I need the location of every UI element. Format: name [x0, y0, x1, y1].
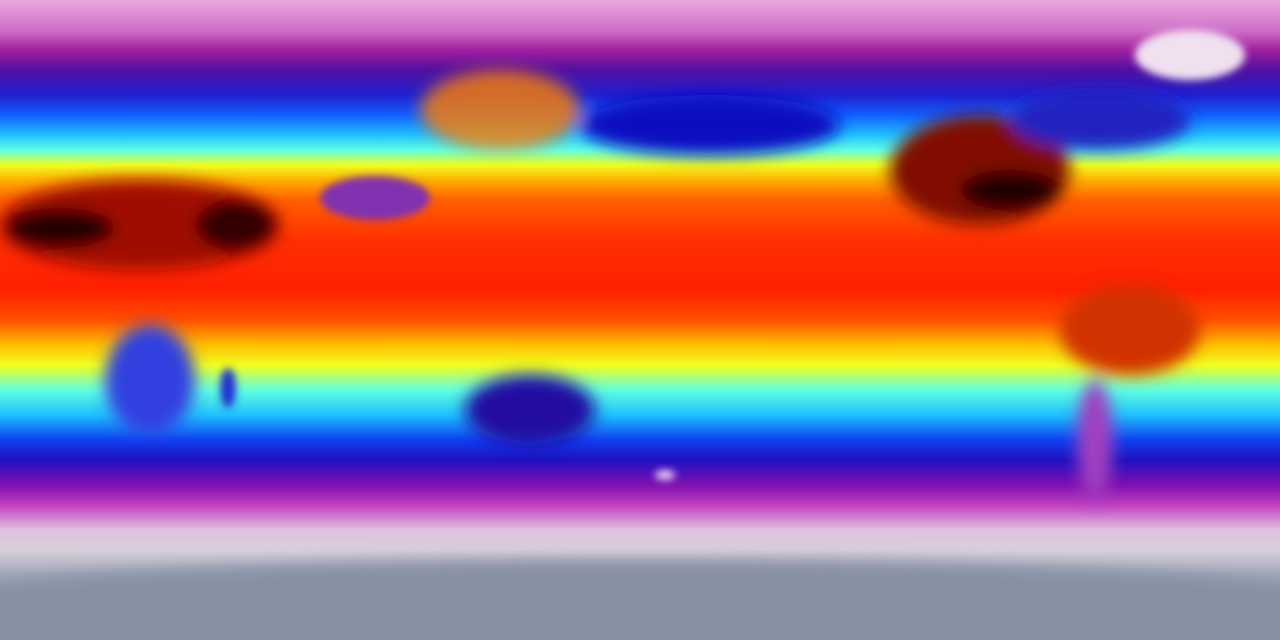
north-atlantic-cold [1010, 90, 1190, 150]
australia [465, 375, 595, 445]
antarctica-ice [0, 560, 1280, 640]
asia-warm [420, 70, 580, 150]
southern-africa [105, 325, 195, 435]
north-america-core [960, 170, 1060, 210]
andes [1077, 380, 1113, 500]
greenland [1135, 30, 1245, 80]
tibet-plateau [320, 176, 430, 220]
new-zealand [655, 470, 675, 480]
north-pacific-cold [580, 95, 840, 155]
sahara-core [5, 208, 115, 248]
arabia-core [195, 200, 275, 250]
madagascar [220, 368, 236, 408]
south-america [1060, 285, 1200, 375]
